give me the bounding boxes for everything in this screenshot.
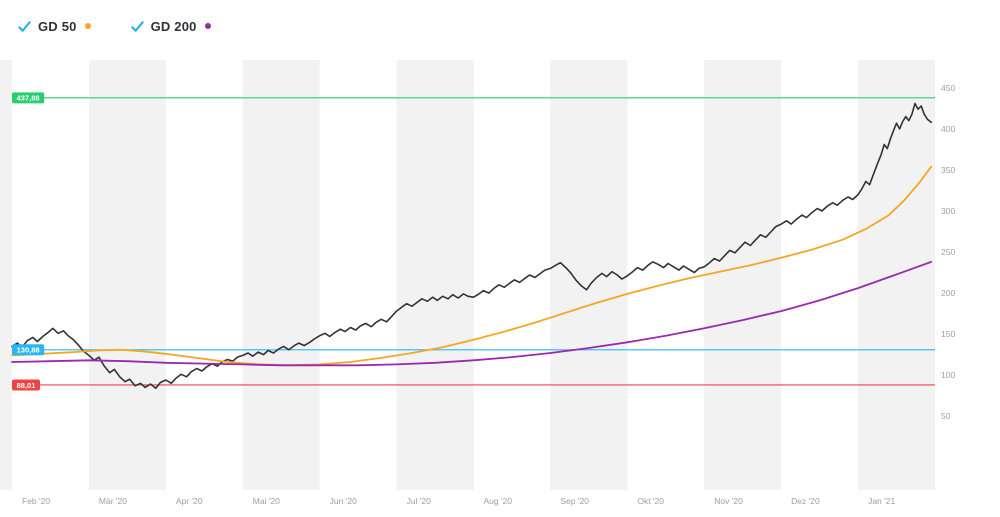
y-axis-label: 150 bbox=[941, 329, 955, 339]
y-axis-label: 450 bbox=[941, 83, 955, 93]
y-axis-label: 100 bbox=[941, 370, 955, 380]
reference-badge-text-mid: 130,88 bbox=[17, 346, 40, 355]
x-axis-label: Mär '20 bbox=[99, 496, 127, 506]
price-line bbox=[11, 102, 932, 389]
y-axis-label: 200 bbox=[941, 288, 955, 298]
gd50-color-dot bbox=[84, 23, 91, 29]
x-axis-label: Okt '20 bbox=[637, 496, 664, 506]
reference-badge-text-high: 437,88 bbox=[17, 94, 40, 103]
month-band bbox=[550, 60, 628, 490]
x-axis-label: Dez '20 bbox=[791, 496, 820, 506]
legend-label-gd50: GD 50 bbox=[38, 18, 77, 34]
legend-item-gd50[interactable]: GD 50 bbox=[18, 19, 91, 34]
y-axis-label: 350 bbox=[941, 165, 955, 175]
x-axis-label: Aug '20 bbox=[484, 496, 513, 506]
x-axis-label: Mai '20 bbox=[253, 496, 280, 506]
month-band bbox=[396, 60, 474, 490]
x-axis-label: Sep '20 bbox=[560, 496, 589, 506]
y-axis-label: 300 bbox=[941, 206, 955, 216]
month-band bbox=[0, 60, 12, 490]
gd200-color-dot bbox=[204, 23, 211, 29]
month-band bbox=[88, 60, 166, 490]
y-axis-label: 50 bbox=[941, 411, 951, 421]
gd200-line bbox=[11, 261, 933, 367]
x-axis-label: Apr '20 bbox=[176, 496, 203, 506]
x-axis-label: Jul '20 bbox=[407, 496, 432, 506]
checkbox-checked-icon[interactable] bbox=[130, 20, 144, 33]
gd50-line bbox=[11, 165, 933, 367]
legend-label-gd200: GD 200 bbox=[150, 18, 197, 34]
x-axis-label: Nov '20 bbox=[714, 496, 743, 506]
y-axis-label: 250 bbox=[941, 247, 955, 257]
chart-legend: GD 50 GD 200 bbox=[0, 0, 211, 52]
reference-badge-text-low: 88,01 bbox=[17, 381, 36, 390]
x-axis-label: Feb '20 bbox=[22, 496, 50, 506]
legend-item-gd200[interactable]: GD 200 bbox=[130, 18, 211, 34]
x-axis-label: Jan '21 bbox=[868, 496, 895, 506]
month-band bbox=[242, 60, 320, 490]
y-axis-label: 400 bbox=[941, 124, 955, 134]
reference-badge-mid bbox=[12, 344, 45, 356]
reference-badge-high bbox=[12, 92, 45, 104]
month-band bbox=[704, 60, 782, 490]
reference-badge-low bbox=[12, 379, 40, 391]
x-axis-label: Jun '20 bbox=[330, 496, 357, 506]
checkbox-checked-icon[interactable] bbox=[18, 20, 31, 33]
